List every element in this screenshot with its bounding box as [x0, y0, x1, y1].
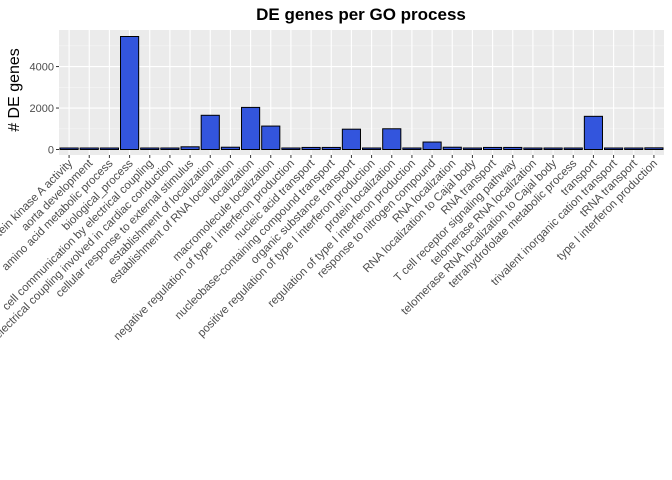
bar	[281, 147, 301, 150]
y-tick-label: 4000	[30, 62, 54, 74]
bar	[583, 115, 603, 150]
x-axis-ticks: activation of protein kinase A activitya…	[0, 155, 660, 424]
bar	[503, 146, 523, 150]
plot-panel	[59, 30, 664, 155]
bar	[59, 147, 79, 150]
bar	[483, 146, 503, 150]
bar	[160, 147, 180, 150]
bar	[402, 147, 422, 150]
bar	[79, 147, 99, 150]
bar	[442, 146, 462, 151]
y-tick-label: 0	[48, 145, 54, 157]
bar	[120, 36, 140, 150]
bar	[200, 114, 220, 150]
bar	[624, 147, 644, 150]
bar	[140, 147, 160, 150]
bar	[241, 106, 261, 151]
bar	[644, 147, 664, 150]
y-tick-label: 2000	[30, 103, 54, 115]
bar	[321, 146, 341, 150]
y-axis-label: # DE genes	[6, 48, 23, 132]
chart-title: DE genes per GO process	[256, 5, 466, 24]
bar	[341, 128, 361, 150]
bar	[382, 128, 402, 151]
bar	[220, 146, 240, 151]
bar	[604, 147, 624, 150]
bar	[99, 147, 119, 150]
bar	[523, 147, 543, 150]
bar	[362, 147, 382, 150]
bar	[543, 147, 563, 150]
bar	[422, 141, 442, 150]
bar	[261, 125, 281, 150]
bar	[301, 146, 321, 150]
bar	[563, 147, 583, 150]
bar	[462, 147, 482, 150]
bars	[59, 36, 664, 151]
y-axis-ticks: 0 2000 4000	[30, 62, 59, 157]
bar	[180, 146, 200, 151]
